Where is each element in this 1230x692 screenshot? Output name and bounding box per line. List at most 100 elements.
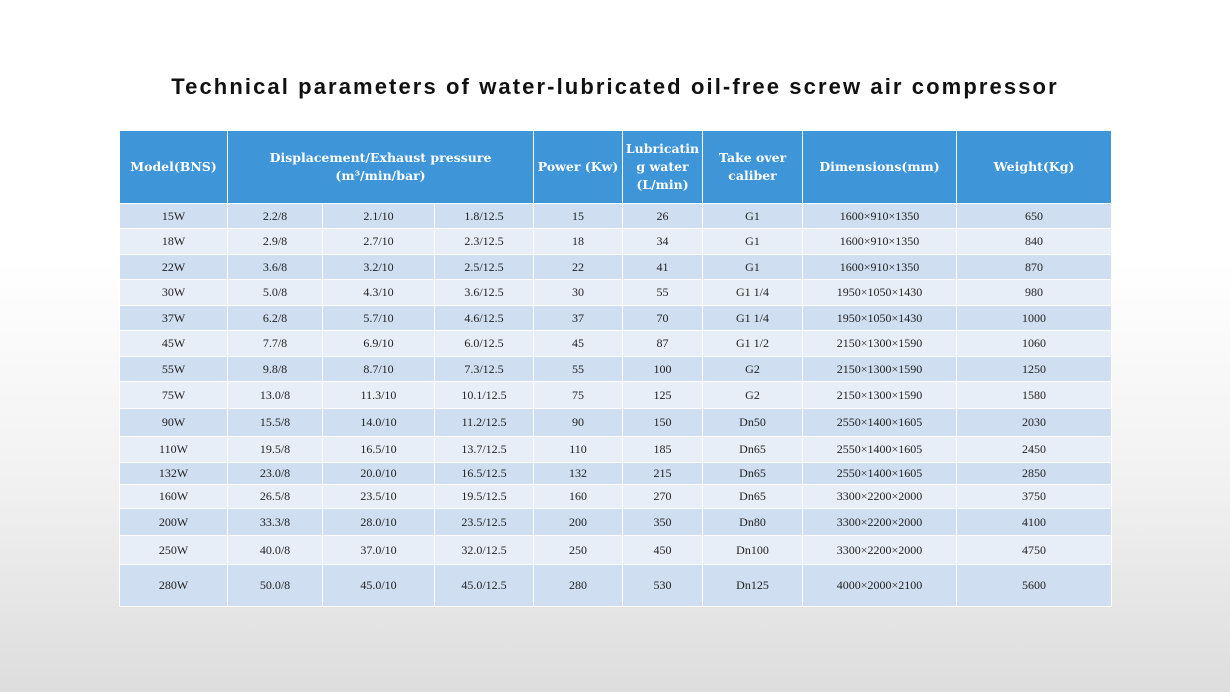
cell-dimensions: 2150×1300×1590 bbox=[802, 381, 958, 409]
cell-model: 22W bbox=[119, 254, 228, 280]
cell-displacement-10bar: 2.7/10 bbox=[322, 228, 435, 255]
cell-model: 110W bbox=[119, 436, 228, 463]
cell-model: 15W bbox=[119, 203, 228, 229]
cell-model: 45W bbox=[119, 330, 228, 357]
cell-displacement-10bar: 11.3/10 bbox=[322, 381, 435, 409]
cell-displacement-12-5bar: 11.2/12.5 bbox=[433, 408, 535, 437]
cell-power: 200 bbox=[533, 508, 624, 536]
cell-lubricating-water: 87 bbox=[622, 330, 704, 357]
cell-power: 110 bbox=[533, 436, 624, 463]
cell-displacement-12-5bar: 2.3/12.5 bbox=[433, 228, 535, 255]
cell-displacement-12-5bar: 10.1/12.5 bbox=[433, 381, 535, 409]
cell-lubricating-water: 150 bbox=[622, 408, 704, 437]
table-row: 37W 6.2/8 5.7/10 4.6/12.5 37 70 G1 1/4 1… bbox=[119, 305, 1113, 331]
cell-displacement-8bar: 23.0/8 bbox=[227, 462, 323, 485]
cell-displacement-8bar: 19.5/8 bbox=[227, 436, 323, 463]
cell-model: 200W bbox=[119, 508, 228, 536]
cell-weight: 980 bbox=[956, 279, 1113, 306]
cell-weight: 4100 bbox=[956, 508, 1113, 536]
cell-weight: 1000 bbox=[956, 305, 1113, 331]
cell-power: 132 bbox=[533, 462, 624, 485]
cell-displacement-12-5bar: 3.6/12.5 bbox=[433, 279, 535, 306]
cell-displacement-10bar: 5.7/10 bbox=[322, 305, 435, 331]
cell-displacement-8bar: 3.6/8 bbox=[227, 254, 323, 280]
cell-displacement-8bar: 26.5/8 bbox=[227, 484, 323, 509]
header-displacement-title: Displacement/Exhaust pressure bbox=[269, 150, 492, 165]
header-displacement-unit: (m³/min/bar) bbox=[335, 168, 426, 183]
cell-weight: 650 bbox=[956, 203, 1113, 229]
cell-dimensions: 1600×910×1350 bbox=[802, 203, 958, 229]
cell-displacement-8bar: 2.9/8 bbox=[227, 228, 323, 255]
cell-power: 160 bbox=[533, 484, 624, 509]
cell-weight: 1060 bbox=[956, 330, 1113, 357]
cell-power: 37 bbox=[533, 305, 624, 331]
cell-displacement-12-5bar: 13.7/12.5 bbox=[433, 436, 535, 463]
cell-power: 18 bbox=[533, 228, 624, 255]
cell-lubricating-water: 55 bbox=[622, 279, 704, 306]
cell-lubricating-water: 270 bbox=[622, 484, 704, 509]
cell-displacement-10bar: 8.7/10 bbox=[322, 356, 435, 382]
cell-displacement-10bar: 2.1/10 bbox=[322, 203, 435, 229]
header-displacement: Displacement/Exhaust pressure (m³/min/ba… bbox=[226, 130, 535, 204]
cell-power: 30 bbox=[533, 279, 624, 306]
cell-weight: 2030 bbox=[956, 408, 1113, 437]
cell-dimensions: 2550×1400×1605 bbox=[802, 462, 958, 485]
cell-displacement-10bar: 6.9/10 bbox=[322, 330, 435, 357]
cell-caliber: Dn80 bbox=[702, 508, 804, 536]
cell-caliber: G1 1/4 bbox=[702, 305, 804, 331]
table-row: 90W 15.5/8 14.0/10 11.2/12.5 90 150 Dn50… bbox=[119, 408, 1113, 437]
cell-displacement-10bar: 45.0/10 bbox=[322, 564, 435, 607]
table-row: 15W 2.2/8 2.1/10 1.8/12.5 15 26 G1 1600×… bbox=[119, 203, 1113, 229]
cell-lubricating-water: 34 bbox=[622, 228, 704, 255]
cell-displacement-8bar: 5.0/8 bbox=[227, 279, 323, 306]
table-header-row: Model(BNS) Displacement/Exhaust pressure… bbox=[119, 130, 1113, 204]
cell-lubricating-water: 125 bbox=[622, 381, 704, 409]
cell-displacement-12-5bar: 23.5/12.5 bbox=[433, 508, 535, 536]
cell-power: 90 bbox=[533, 408, 624, 437]
header-dimensions: Dimensions(mm) bbox=[802, 130, 958, 204]
cell-lubricating-water: 100 bbox=[622, 356, 704, 382]
table-row: 200W 33.3/8 28.0/10 23.5/12.5 200 350 Dn… bbox=[119, 508, 1113, 536]
cell-caliber: G1 1/2 bbox=[702, 330, 804, 357]
cell-weight: 4750 bbox=[956, 535, 1113, 565]
cell-weight: 1580 bbox=[956, 381, 1113, 409]
cell-power: 75 bbox=[533, 381, 624, 409]
cell-caliber: Dn125 bbox=[702, 564, 804, 607]
table-row: 55W 9.8/8 8.7/10 7.3/12.5 55 100 G2 2150… bbox=[119, 356, 1113, 382]
cell-lubricating-water: 185 bbox=[622, 436, 704, 463]
cell-displacement-8bar: 9.8/8 bbox=[227, 356, 323, 382]
cell-displacement-10bar: 16.5/10 bbox=[322, 436, 435, 463]
cell-displacement-12-5bar: 32.0/12.5 bbox=[433, 535, 535, 565]
cell-model: 37W bbox=[119, 305, 228, 331]
cell-power: 280 bbox=[533, 564, 624, 607]
cell-model: 55W bbox=[119, 356, 228, 382]
cell-displacement-12-5bar: 1.8/12.5 bbox=[433, 203, 535, 229]
cell-displacement-12-5bar: 4.6/12.5 bbox=[433, 305, 535, 331]
cell-displacement-12-5bar: 16.5/12.5 bbox=[433, 462, 535, 485]
cell-power: 55 bbox=[533, 356, 624, 382]
spec-table: Model(BNS) Displacement/Exhaust pressure… bbox=[119, 130, 1113, 607]
cell-caliber: Dn50 bbox=[702, 408, 804, 437]
cell-caliber: G1 bbox=[702, 228, 804, 255]
header-lubricating-water: Lubricating water (L/min) bbox=[622, 130, 704, 204]
cell-displacement-12-5bar: 6.0/12.5 bbox=[433, 330, 535, 357]
cell-model: 250W bbox=[119, 535, 228, 565]
table-row: 22W 3.6/8 3.2/10 2.5/12.5 22 41 G1 1600×… bbox=[119, 254, 1113, 280]
cell-dimensions: 1950×1050×1430 bbox=[802, 279, 958, 306]
cell-weight: 2450 bbox=[956, 436, 1113, 463]
cell-displacement-12-5bar: 7.3/12.5 bbox=[433, 356, 535, 382]
table-row: 280W 50.0/8 45.0/10 45.0/12.5 280 530 Dn… bbox=[119, 564, 1113, 607]
cell-dimensions: 2150×1300×1590 bbox=[802, 330, 958, 357]
cell-dimensions: 4000×2000×2100 bbox=[802, 564, 958, 607]
table-row: 160W 26.5/8 23.5/10 19.5/12.5 160 270 Dn… bbox=[119, 484, 1113, 509]
cell-dimensions: 1950×1050×1430 bbox=[802, 305, 958, 331]
cell-weight: 3750 bbox=[956, 484, 1113, 509]
cell-dimensions: 1600×910×1350 bbox=[802, 254, 958, 280]
table-row: 45W 7.7/8 6.9/10 6.0/12.5 45 87 G1 1/2 2… bbox=[119, 330, 1113, 357]
cell-displacement-8bar: 40.0/8 bbox=[227, 535, 323, 565]
cell-lubricating-water: 450 bbox=[622, 535, 704, 565]
cell-caliber: G2 bbox=[702, 381, 804, 409]
cell-displacement-8bar: 2.2/8 bbox=[227, 203, 323, 229]
cell-displacement-10bar: 3.2/10 bbox=[322, 254, 435, 280]
cell-lubricating-water: 41 bbox=[622, 254, 704, 280]
